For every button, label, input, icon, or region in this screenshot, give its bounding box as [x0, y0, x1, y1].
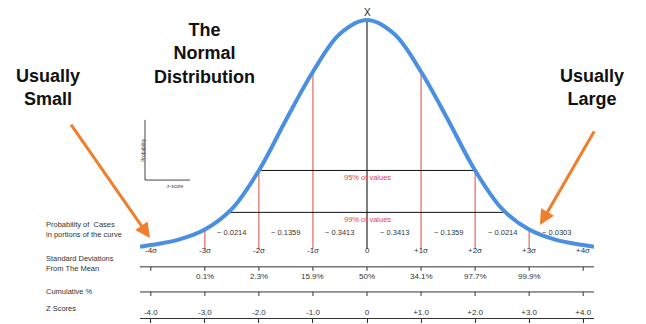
svg-text:0: 0 — [365, 246, 370, 255]
svg-text:0.1%: 0.1% — [196, 272, 214, 281]
svg-text:97.7%: 97.7% — [464, 272, 487, 281]
svg-text:~ 0.0303: ~ 0.0303 — [542, 228, 571, 237]
svg-text:UsuallyLarge: UsuallyLarge — [560, 66, 624, 109]
svg-text:~ 0.3413: ~ 0.3413 — [380, 228, 409, 237]
svg-text:X: X — [364, 7, 371, 18]
svg-text:~ 0.0214: ~ 0.0214 — [217, 228, 246, 237]
svg-text:+4.0: +4.0 — [575, 308, 591, 317]
svg-text:~ 0.1359: ~ 0.1359 — [271, 228, 300, 237]
svg-text:34.1%: 34.1% — [410, 272, 433, 281]
svg-text:Probability: Probability — [140, 138, 146, 162]
svg-text:15.9%: 15.9% — [301, 272, 324, 281]
svg-text:+3.0: +3.0 — [521, 308, 537, 317]
svg-text:99% of values: 99% of values — [344, 215, 391, 224]
svg-text:+3σ: +3σ — [522, 246, 536, 255]
svg-text:+2.0: +2.0 — [467, 308, 483, 317]
svg-text:~ 0.1359: ~ 0.1359 — [434, 228, 463, 237]
svg-text:TheNormalDistribution: TheNormalDistribution — [154, 20, 255, 87]
svg-text:+2σ: +2σ — [468, 246, 482, 255]
svg-text:-3σ: -3σ — [199, 246, 211, 255]
svg-text:UsuallySmall: UsuallySmall — [16, 66, 80, 109]
svg-text:99.9%: 99.9% — [518, 272, 541, 281]
svg-text:+1σ: +1σ — [414, 246, 428, 255]
svg-text:-2.0: -2.0 — [252, 308, 266, 317]
svg-text:+4σ: +4σ — [576, 246, 590, 255]
svg-text:Standard DeviationsFrom The Me: Standard DeviationsFrom The Mean — [46, 254, 114, 273]
svg-text:Probability of Casesin portio: Probability of Casesin portions of the c… — [46, 220, 122, 239]
svg-text:-4σ: -4σ — [145, 246, 157, 255]
svg-text:0: 0 — [365, 308, 370, 317]
svg-text:Cumulative %: Cumulative % — [46, 287, 93, 296]
svg-text:Z Scores: Z Scores — [46, 304, 76, 313]
svg-text:50%: 50% — [359, 272, 375, 281]
svg-text:2.3%: 2.3% — [250, 272, 268, 281]
svg-text:-2σ: -2σ — [253, 246, 265, 255]
svg-text:95% of values: 95% of values — [344, 173, 391, 182]
svg-text:-4.0: -4.0 — [144, 308, 158, 317]
svg-text:~ 0.0214: ~ 0.0214 — [488, 228, 517, 237]
svg-text:+1.0: +1.0 — [413, 308, 429, 317]
svg-text:-3.0: -3.0 — [198, 308, 212, 317]
svg-text:-1.0: -1.0 — [306, 308, 320, 317]
svg-text:z-score: z-score — [167, 183, 184, 189]
svg-text:~ 0.3413: ~ 0.3413 — [325, 228, 354, 237]
svg-text:-1σ: -1σ — [307, 246, 319, 255]
